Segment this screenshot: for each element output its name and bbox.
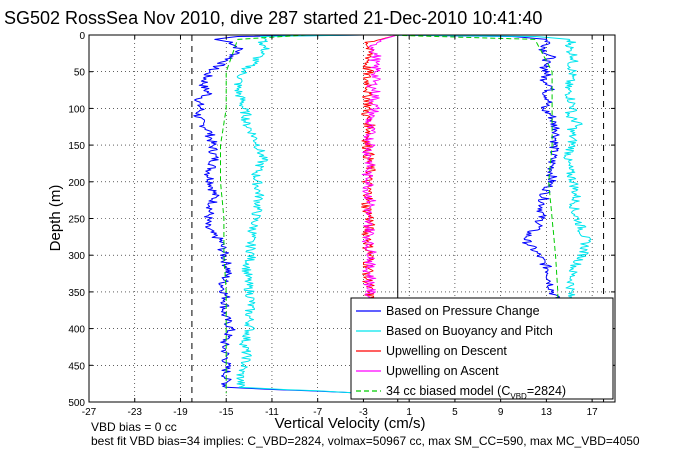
legend-box: [350, 297, 614, 400]
y-tick-label: 150: [68, 141, 85, 152]
series-lines: [193, 34, 592, 394]
y-tick-label: 350: [68, 288, 85, 299]
series-buoyancy-pitch-descent: [234, 34, 364, 394]
x-tick-label: 17: [587, 407, 599, 418]
y-tick-label: 100: [68, 104, 85, 115]
x-tick-label: 13: [541, 407, 553, 418]
legend-subscript: VBD: [510, 392, 527, 401]
legend-tail: =2824): [527, 384, 566, 398]
series-pressure-change-descent: [193, 34, 364, 394]
y-tick-label: 50: [74, 68, 86, 79]
y-axis-label: Depth (m): [47, 185, 64, 252]
x-tick-label: -15: [219, 407, 234, 418]
y-tick-label: 450: [68, 361, 85, 372]
series-upwelling-descent-line: [361, 34, 398, 308]
legend-label-upwelling-descent: Upwelling on Descent: [386, 344, 507, 358]
legend-label-upwelling-ascent: Upwelling on Ascent: [386, 364, 499, 378]
x-tick-label: -7: [313, 407, 322, 418]
legend-label-pressure-change: Based on Pressure Change: [386, 304, 540, 318]
x-tick-label: 9: [498, 407, 504, 418]
y-tick-label: 200: [68, 178, 85, 189]
series-biased-model-descent: [220, 34, 307, 394]
y-axis-ticks: 0 50 100 150 200 250 300 350 400 450 500: [68, 31, 615, 409]
y-tick-label: 300: [68, 251, 85, 262]
series-upwelling-ascent-line: [361, 34, 398, 307]
y-tick-label: 0: [79, 31, 85, 42]
legend-label-buoyancy-pitch: Based on Buoyancy and Pitch: [386, 324, 553, 338]
x-tick-label: -11: [265, 407, 279, 418]
x-axis-ticks: -27 -23 -19 -15 -11 -7 -3 1 5 9 13 17: [82, 35, 598, 418]
x-tick-label: -19: [173, 407, 188, 418]
legend: Based on Pressure Change Based on Buoyanc…: [350, 297, 614, 401]
x-tick-label: 1: [406, 407, 412, 418]
series-biased-model-ascent: [386, 34, 559, 394]
y-tick-label: 400: [68, 325, 85, 336]
y-tick-label: 250: [68, 215, 85, 226]
best-fit-note: best fit VBD bias=34 implies: C_VBD=2824…: [91, 434, 640, 448]
y-tick-label: 500: [68, 398, 85, 409]
x-tick-label: -23: [128, 407, 143, 418]
x-axis-label: Vertical Velocity (cm/s): [275, 415, 426, 432]
chart-title: SG502 RossSea Nov 2010, dive 287 started…: [4, 8, 542, 28]
vbd-bias-note: VBD bias = 0 cc: [91, 420, 177, 434]
x-tick-label: -3: [359, 407, 368, 418]
x-tick-label: -27: [82, 407, 97, 418]
x-tick-label: 5: [452, 407, 458, 418]
